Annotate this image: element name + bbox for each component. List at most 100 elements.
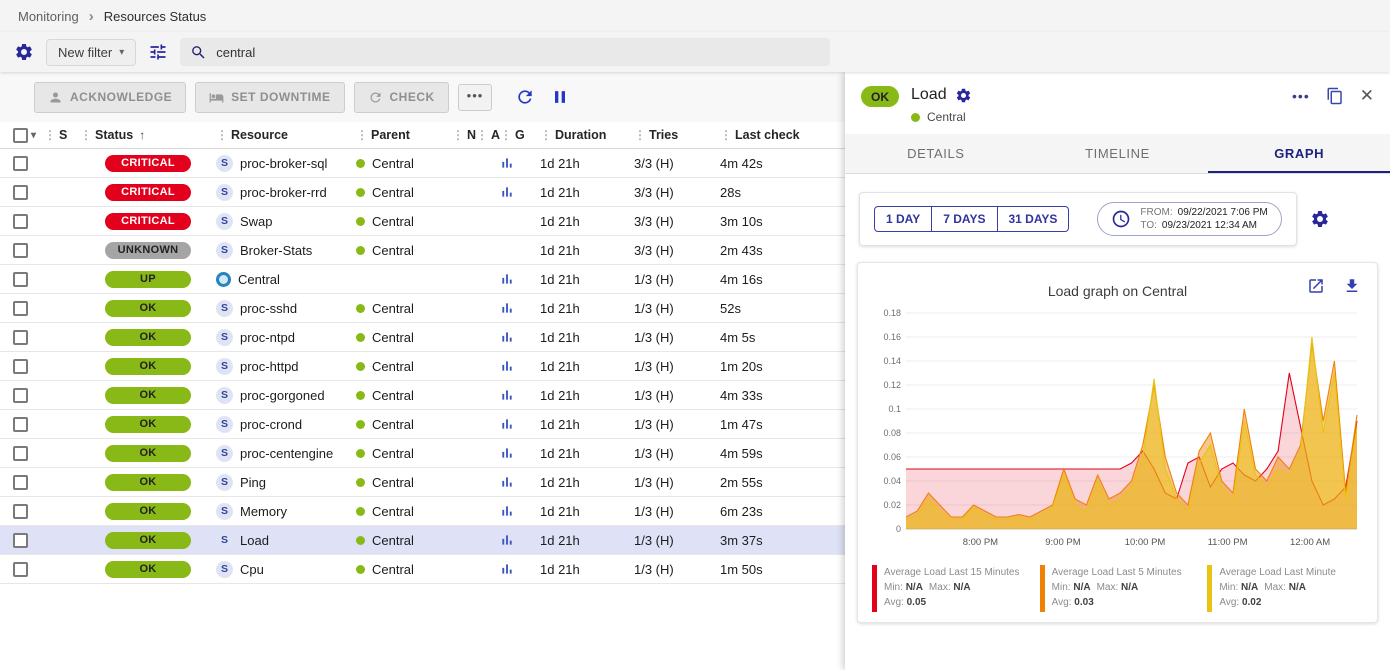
graph-icon[interactable] <box>500 533 540 547</box>
table-row[interactable]: UP S Central 1d 21h 1/3 (H) 4m 16s <box>0 265 845 294</box>
table-row[interactable]: OK S proc-centengine Central 1d 21h 1/3 … <box>0 439 845 468</box>
table-row[interactable]: CRITICAL S proc-broker-sql Central 1d 21… <box>0 149 845 178</box>
column-header-resource[interactable]: ⋮ Resource <box>216 128 288 142</box>
panel-settings-button[interactable] <box>955 87 972 104</box>
row-checkbox[interactable] <box>13 503 28 519</box>
parent-name[interactable]: Central <box>372 532 414 548</box>
graph-icon[interactable] <box>500 330 540 344</box>
resource-name[interactable]: proc-httpd <box>240 358 299 374</box>
row-checkbox[interactable] <box>13 271 28 287</box>
graph-icon[interactable] <box>500 475 540 489</box>
column-header-status[interactable]: ⋮ Status ↑ <box>80 128 146 142</box>
table-row[interactable]: OK S proc-httpd Central 1d 21h 1/3 (H) 1… <box>0 352 845 381</box>
graph-icon[interactable] <box>500 301 540 315</box>
copy-link-button[interactable] <box>1326 87 1344 105</box>
row-checkbox[interactable] <box>13 242 28 258</box>
graph-icon[interactable] <box>500 417 540 431</box>
row-checkbox[interactable] <box>13 155 28 171</box>
legend-item[interactable]: Average Load Last Minute Min: N/A Max: N/… <box>1207 565 1363 612</box>
graph-icon[interactable] <box>500 504 540 518</box>
row-checkbox[interactable] <box>13 416 28 432</box>
row-checkbox[interactable] <box>13 561 28 577</box>
table-row[interactable]: OK S Cpu Central 1d 21h 1/3 (H) 1m 50s <box>0 555 845 584</box>
acknowledge-button[interactable]: ACKNOWLEDGE <box>34 81 187 113</box>
graph-options-button[interactable] <box>1310 209 1330 229</box>
row-checkbox[interactable] <box>13 387 28 403</box>
row-checkbox[interactable] <box>13 445 28 461</box>
parent-name[interactable]: Central <box>372 561 414 577</box>
parent-name[interactable]: Central <box>372 184 414 200</box>
column-header-graph[interactable]: ⋮ G <box>500 128 525 142</box>
graph-icon[interactable] <box>500 562 540 576</box>
range-1-day-button[interactable]: 1 DAY <box>874 206 933 232</box>
graph-icon[interactable] <box>500 272 540 286</box>
graph-icon[interactable] <box>500 388 540 402</box>
resource-name[interactable]: proc-centengine <box>240 445 334 461</box>
breadcrumb-monitoring[interactable]: Monitoring <box>18 8 79 24</box>
table-row[interactable]: CRITICAL S Swap Central 1d 21h 3/3 (H) 3… <box>0 207 845 236</box>
resource-name[interactable]: Broker-Stats <box>240 242 313 258</box>
column-header-action[interactable]: ⋮ A <box>476 128 500 142</box>
legend-item[interactable]: Average Load Last 15 Minutes Min: N/A Max… <box>872 565 1028 612</box>
table-row[interactable]: OK S Load Central 1d 21h 1/3 (H) 3m 37s <box>0 526 845 555</box>
parent-name[interactable]: Central <box>372 155 414 171</box>
resource-name[interactable]: proc-broker-sql <box>240 155 328 171</box>
parent-name[interactable]: Central <box>372 358 414 374</box>
range-7-days-button[interactable]: 7 DAYS <box>932 206 998 232</box>
resource-name[interactable]: proc-sshd <box>240 300 298 316</box>
resource-name[interactable]: proc-gorgoned <box>240 387 325 403</box>
table-row[interactable]: OK S Ping Central 1d 21h 1/3 (H) 2m 55s <box>0 468 845 497</box>
row-checkbox[interactable] <box>13 358 28 374</box>
row-checkbox[interactable] <box>13 300 28 316</box>
table-row[interactable]: UNKNOWN S Broker-Stats Central 1d 21h 3/… <box>0 236 845 265</box>
parent-name[interactable]: Central <box>372 416 414 432</box>
resource-name[interactable]: proc-broker-rrd <box>240 184 327 200</box>
resource-name[interactable]: Cpu <box>240 561 264 577</box>
tab-graph[interactable]: GRAPH <box>1208 134 1390 173</box>
export-graph-button[interactable] <box>1343 277 1361 295</box>
resource-name[interactable]: Memory <box>240 503 287 519</box>
search-input[interactable] <box>216 44 777 60</box>
resource-name[interactable]: Ping <box>240 474 267 490</box>
graph-icon[interactable] <box>500 156 540 170</box>
resource-name[interactable]: proc-crond <box>240 416 303 432</box>
column-header-tries[interactable]: ⋮ Tries <box>634 128 679 142</box>
parent-name[interactable]: Central <box>372 503 414 519</box>
graph-icon[interactable] <box>500 446 540 460</box>
breadcrumb-resources-status[interactable]: Resources Status <box>103 8 207 24</box>
column-header-duration[interactable]: ⋮ Duration <box>540 128 607 142</box>
parent-name[interactable]: Central <box>372 300 414 316</box>
parent-name[interactable]: Central <box>372 213 414 229</box>
select-menu-caret-icon[interactable]: ▾ <box>31 129 37 141</box>
filter-tune-button[interactable] <box>148 42 168 62</box>
row-checkbox[interactable] <box>13 329 28 345</box>
resource-name[interactable]: Swap <box>240 213 273 229</box>
graph-icon[interactable] <box>500 185 540 199</box>
row-checkbox[interactable] <box>13 184 28 200</box>
row-checkbox[interactable] <box>13 532 28 548</box>
select-all-checkbox[interactable] <box>13 127 28 143</box>
more-actions-button[interactable]: ••• <box>457 83 493 111</box>
table-row[interactable]: CRITICAL S proc-broker-rrd Central 1d 21… <box>0 178 845 207</box>
parent-name[interactable]: Central <box>372 329 414 345</box>
column-header-last-check[interactable]: ⋮ Last check <box>720 128 800 142</box>
tab-details[interactable]: DETAILS <box>907 146 965 161</box>
close-panel-button[interactable]: ✕ <box>1359 86 1374 105</box>
set-downtime-button[interactable]: SET DOWNTIME <box>195 81 345 113</box>
open-graph-in-new-button[interactable] <box>1307 277 1325 295</box>
resource-name[interactable]: Load <box>240 532 269 548</box>
column-header-parent[interactable]: ⋮ Parent <box>356 128 410 142</box>
pause-autorefresh-button[interactable] <box>550 87 570 107</box>
row-checkbox[interactable] <box>13 213 28 229</box>
parent-name[interactable]: Central <box>372 474 414 490</box>
column-header-severity[interactable]: ⋮ S <box>44 128 68 142</box>
resource-name[interactable]: proc-ntpd <box>240 329 295 345</box>
tab-timeline[interactable]: TIMELINE <box>1085 146 1150 161</box>
panel-more-button[interactable]: ••• <box>1292 88 1310 104</box>
check-button[interactable]: CHECK <box>353 81 449 113</box>
graph-icon[interactable] <box>500 359 540 373</box>
table-row[interactable]: OK S proc-sshd Central 1d 21h 1/3 (H) 52… <box>0 294 845 323</box>
range-31-days-button[interactable]: 31 DAYS <box>997 206 1070 232</box>
legend-item[interactable]: Average Load Last 5 Minutes Min: N/A Max:… <box>1039 565 1196 612</box>
refresh-button[interactable] <box>515 87 535 107</box>
